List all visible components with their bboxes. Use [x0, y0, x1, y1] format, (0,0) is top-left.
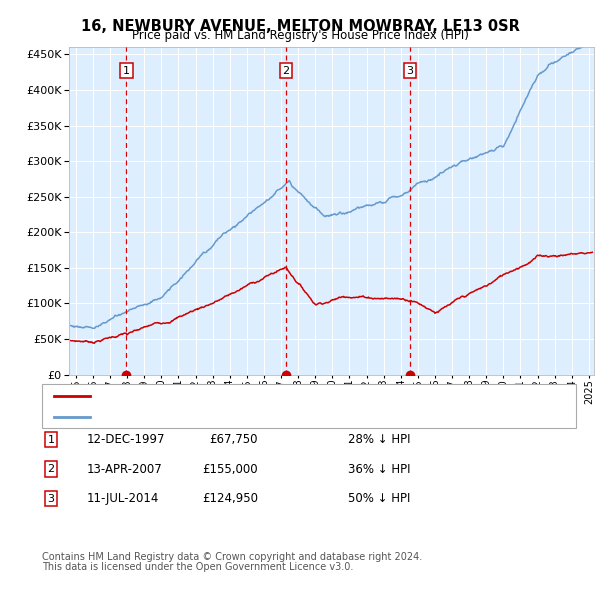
Text: Contains HM Land Registry data © Crown copyright and database right 2024.: Contains HM Land Registry data © Crown c… — [42, 552, 422, 562]
Text: 16, NEWBURY AVENUE, MELTON MOWBRAY, LE13 0SR: 16, NEWBURY AVENUE, MELTON MOWBRAY, LE13… — [80, 19, 520, 34]
Text: 28% ↓ HPI: 28% ↓ HPI — [348, 433, 410, 446]
Text: 16, NEWBURY AVENUE, MELTON MOWBRAY, LE13 0SR (detached house): 16, NEWBURY AVENUE, MELTON MOWBRAY, LE13… — [99, 391, 472, 401]
Text: 13-APR-2007: 13-APR-2007 — [87, 463, 163, 476]
Text: 2: 2 — [47, 464, 55, 474]
Text: 36% ↓ HPI: 36% ↓ HPI — [348, 463, 410, 476]
Text: 1: 1 — [123, 65, 130, 76]
Text: 3: 3 — [47, 494, 55, 503]
Text: 3: 3 — [406, 65, 413, 76]
Text: This data is licensed under the Open Government Licence v3.0.: This data is licensed under the Open Gov… — [42, 562, 353, 572]
Text: £155,000: £155,000 — [202, 463, 258, 476]
Text: 1: 1 — [47, 435, 55, 444]
Text: 11-JUL-2014: 11-JUL-2014 — [87, 492, 160, 505]
Text: 12-DEC-1997: 12-DEC-1997 — [87, 433, 166, 446]
Text: £124,950: £124,950 — [202, 492, 258, 505]
Text: HPI: Average price, detached house, Melton: HPI: Average price, detached house, Melt… — [99, 412, 327, 422]
Text: £67,750: £67,750 — [209, 433, 258, 446]
Text: Price paid vs. HM Land Registry's House Price Index (HPI): Price paid vs. HM Land Registry's House … — [131, 30, 469, 42]
Text: 50% ↓ HPI: 50% ↓ HPI — [348, 492, 410, 505]
Text: 2: 2 — [282, 65, 289, 76]
